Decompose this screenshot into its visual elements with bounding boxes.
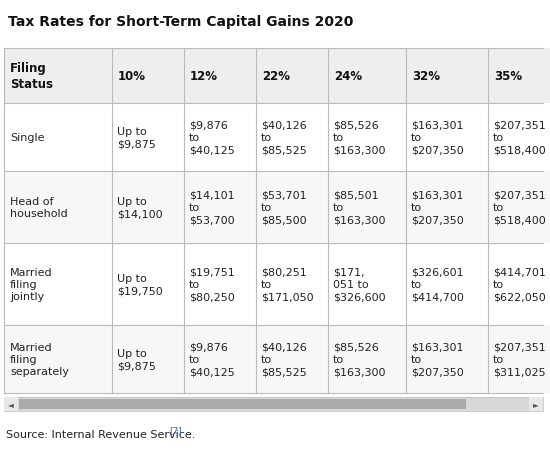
Text: $19,751
to
$80,250: $19,751 to $80,250: [189, 267, 235, 302]
Bar: [256, 325, 328, 393]
Bar: [4, 172, 112, 244]
Bar: [184, 104, 256, 172]
Bar: [4, 397, 543, 411]
Text: $85,501
to
$163,300: $85,501 to $163,300: [333, 190, 386, 225]
Text: Head of
household: Head of household: [10, 197, 68, 219]
Bar: [328, 104, 406, 172]
Bar: [112, 172, 184, 244]
Bar: [184, 325, 256, 393]
Text: $53,701
to
$85,500: $53,701 to $85,500: [261, 190, 307, 225]
Text: ◄: ◄: [8, 400, 14, 408]
Bar: [406, 49, 488, 104]
Text: $207,351
to
$518,400: $207,351 to $518,400: [493, 190, 546, 225]
Text: $207,351
to
$311,025: $207,351 to $311,025: [493, 342, 546, 377]
Bar: [4, 397, 18, 411]
Bar: [4, 104, 112, 172]
Text: $9,876
to
$40,125: $9,876 to $40,125: [189, 342, 235, 377]
Text: Tax Rates for Short-Term Capital Gains 2020: Tax Rates for Short-Term Capital Gains 2…: [8, 15, 353, 29]
Text: $40,126
to
$85,525: $40,126 to $85,525: [261, 342, 307, 377]
Text: $40,126
to
$85,525: $40,126 to $85,525: [261, 120, 307, 155]
Text: 35%: 35%: [494, 70, 522, 83]
Bar: [4, 397, 543, 411]
Bar: [19, 399, 466, 409]
Bar: [184, 244, 256, 325]
Text: Up to
$9,875: Up to $9,875: [117, 127, 156, 149]
Bar: [328, 244, 406, 325]
Text: 12%: 12%: [190, 70, 218, 83]
Text: Married
filing
jointly: Married filing jointly: [10, 267, 53, 302]
Bar: [256, 172, 328, 244]
Text: [7]: [7]: [169, 425, 182, 434]
Text: Filing
Status: Filing Status: [10, 62, 53, 91]
Text: $163,301
to
$207,350: $163,301 to $207,350: [411, 190, 464, 225]
Bar: [4, 325, 112, 393]
Text: Single: Single: [10, 133, 45, 143]
Text: $14,101
to
$53,700: $14,101 to $53,700: [189, 190, 235, 225]
Bar: [256, 49, 328, 104]
Bar: [256, 244, 328, 325]
Bar: [184, 49, 256, 104]
Bar: [328, 172, 406, 244]
Text: Up to
$9,875: Up to $9,875: [117, 348, 156, 370]
Bar: [488, 172, 550, 244]
Text: $80,251
to
$171,050: $80,251 to $171,050: [261, 267, 314, 302]
Bar: [256, 104, 328, 172]
Text: $171,
051 to
$326,600: $171, 051 to $326,600: [333, 267, 386, 302]
Bar: [529, 397, 543, 411]
Text: Source: Internal Revenue Service.: Source: Internal Revenue Service.: [6, 429, 195, 439]
Text: Up to
$14,100: Up to $14,100: [117, 197, 163, 219]
Text: 24%: 24%: [334, 70, 362, 83]
Text: $163,301
to
$207,350: $163,301 to $207,350: [411, 120, 464, 155]
Text: ►: ►: [533, 400, 539, 408]
Text: Up to
$19,750: Up to $19,750: [117, 273, 163, 296]
Bar: [4, 49, 112, 104]
Bar: [488, 49, 550, 104]
Text: $85,526
to
$163,300: $85,526 to $163,300: [333, 342, 386, 377]
Text: Married
filing
separately: Married filing separately: [10, 342, 69, 377]
Bar: [328, 49, 406, 104]
Text: $163,301
to
$207,350: $163,301 to $207,350: [411, 342, 464, 377]
Bar: [328, 325, 406, 393]
Text: $326,601
to
$414,700: $326,601 to $414,700: [411, 267, 464, 302]
Bar: [406, 104, 488, 172]
Bar: [488, 244, 550, 325]
Bar: [112, 104, 184, 172]
Bar: [184, 172, 256, 244]
Bar: [488, 325, 550, 393]
Bar: [112, 244, 184, 325]
Text: 32%: 32%: [412, 70, 440, 83]
Text: $9,876
to
$40,125: $9,876 to $40,125: [189, 120, 235, 155]
Bar: [112, 325, 184, 393]
Text: 10%: 10%: [118, 70, 146, 83]
Text: $85,526
to
$163,300: $85,526 to $163,300: [333, 120, 386, 155]
Bar: [406, 325, 488, 393]
Bar: [112, 49, 184, 104]
Bar: [488, 104, 550, 172]
Bar: [406, 172, 488, 244]
Text: $414,701
to
$622,050: $414,701 to $622,050: [493, 267, 546, 302]
Bar: [406, 244, 488, 325]
Text: 22%: 22%: [262, 70, 290, 83]
Text: $207,351
to
$518,400: $207,351 to $518,400: [493, 120, 546, 155]
Bar: [4, 244, 112, 325]
